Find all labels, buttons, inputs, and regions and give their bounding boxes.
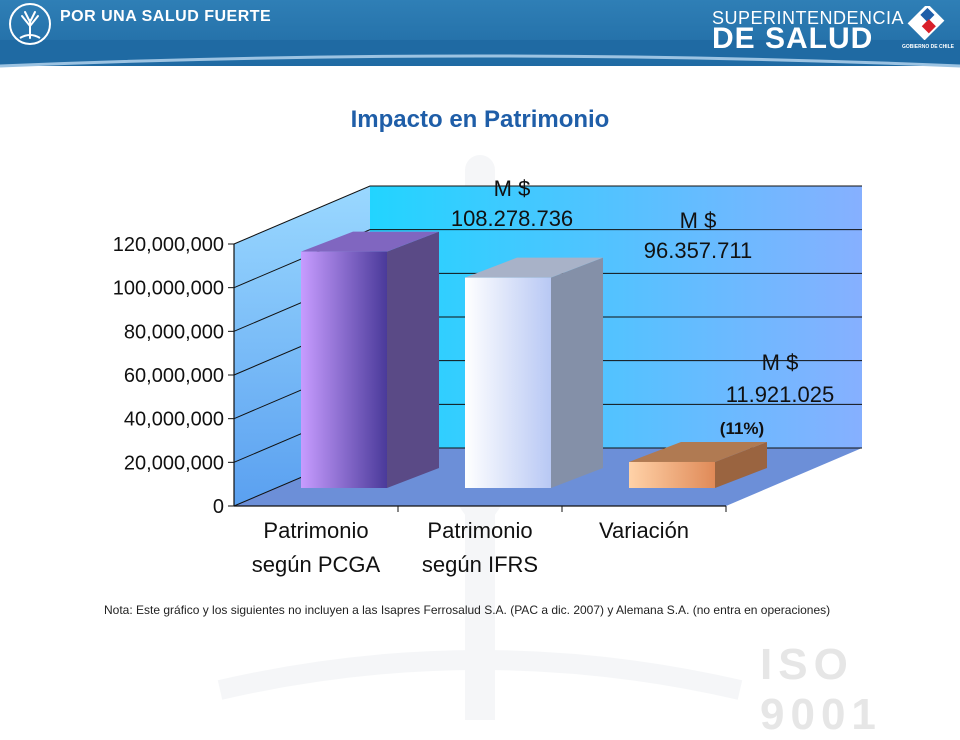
tree-logo-icon — [9, 3, 51, 45]
bar — [629, 461, 715, 488]
data-label-percent: (11%) — [720, 419, 764, 438]
iso-watermark: ISO 9001 — [760, 640, 882, 739]
bar-side — [551, 257, 603, 488]
gridline — [233, 185, 862, 245]
data-label-value: 11.921.025 — [726, 382, 834, 407]
data-label-unit: M $ — [680, 208, 717, 233]
bar-top — [629, 441, 767, 462]
bar-side — [387, 231, 439, 488]
data-label-unit: M $ — [494, 176, 531, 201]
brand-right-bottom-text: DE SALUD — [712, 22, 874, 55]
y-tick-label: 80,000,000 — [124, 321, 224, 343]
x-tick-label: Variación — [599, 518, 689, 543]
y-tick-label: 20,000,000 — [124, 452, 224, 474]
chart-title: Impacto en Patrimonio — [350, 106, 610, 133]
gridline — [233, 229, 862, 289]
y-tick-label: 120,000,000 — [113, 234, 224, 256]
data-label-value: 108.278.736 — [451, 206, 573, 231]
x-tick-label: Patrimonio — [263, 518, 368, 543]
brand-left-text: POR UNA SALUD FUERTE — [60, 8, 272, 25]
bar-top — [301, 231, 439, 252]
x-tick-label: según IFRS — [422, 552, 538, 577]
data-label-value: 96.357.711 — [644, 238, 752, 263]
x-tick-label: Patrimonio — [427, 518, 532, 543]
government-logo-icon — [907, 6, 945, 40]
brand-right-top-text: SUPERINTENDENCIA — [712, 8, 905, 28]
y-tick-label: 0 — [213, 496, 224, 518]
y-tick-label: 100,000,000 — [113, 278, 224, 300]
bar-side — [715, 441, 767, 488]
footnote: Nota: Este gráfico y los siguientes no i… — [104, 603, 831, 617]
bar — [301, 251, 387, 488]
data-label-unit: M $ — [762, 350, 799, 375]
y-tick-label: 60,000,000 — [124, 365, 224, 387]
x-tick-label: según PCGA — [252, 552, 381, 577]
government-label: GOBIERNO DE CHILE — [902, 44, 954, 50]
bar-top — [465, 257, 603, 278]
header-curve — [0, 40, 960, 68]
bar-chart: 0 20,000,000 40,000,000 60,000,000 80,000,00… — [113, 176, 862, 577]
y-tick-label: 40,000,000 — [124, 409, 224, 431]
bar — [465, 277, 551, 488]
